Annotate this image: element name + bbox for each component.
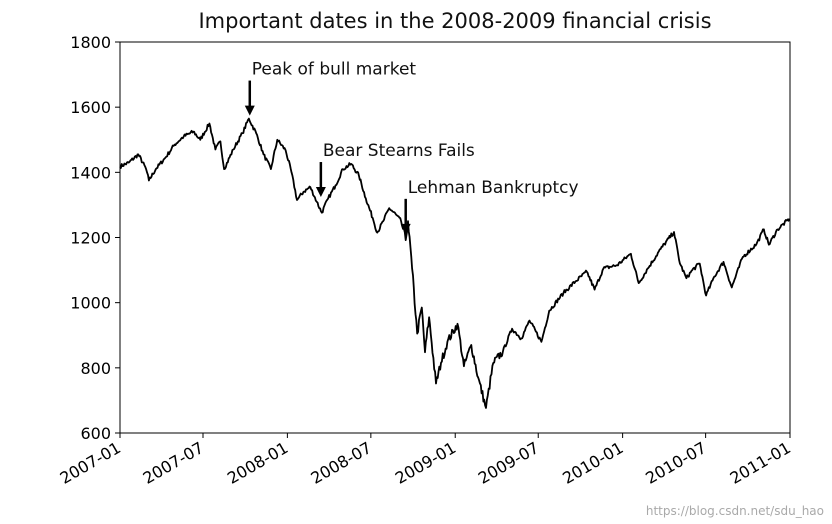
- watermark: https://blog.csdn.net/sdu_hao: [645, 504, 824, 518]
- price-series-line: [119, 117, 791, 409]
- x-tick-label: 2008-07: [307, 438, 374, 488]
- y-tick-label: 1000: [70, 294, 111, 313]
- x-tick-label: 2009-07: [475, 438, 542, 488]
- annotation-arrow-head: [244, 105, 255, 116]
- x-tick-label: 2011-01: [727, 438, 794, 488]
- y-tick-label: 800: [80, 359, 111, 378]
- y-tick-label: 1200: [70, 229, 111, 248]
- annotation-label: Peak of bull market: [252, 60, 417, 80]
- y-tick-label: 1600: [70, 98, 111, 117]
- x-tick-label: 2008-01: [224, 438, 291, 488]
- chart-title: Important dates in the 2008-2009 financi…: [198, 9, 711, 33]
- annotation-arrow-head: [400, 223, 411, 234]
- x-tick-label: 2009-01: [392, 438, 459, 488]
- x-tick-label: 2010-01: [559, 438, 626, 488]
- y-tick-label: 1800: [70, 33, 111, 52]
- y-tick-label: 1400: [70, 163, 111, 182]
- x-tick-label: 2007-07: [140, 438, 207, 488]
- annotation-label: Bear Stearns Fails: [323, 141, 475, 161]
- x-tick-label: 2007-01: [57, 438, 124, 488]
- plot-area: 600 800 1000 1200 1400 1600 1800 2007-01 2007-07…: [57, 33, 794, 488]
- x-tick-label: 2010-07: [642, 438, 709, 488]
- axes-frame: [119, 41, 791, 434]
- y-tick-label: 600: [80, 424, 111, 443]
- annotation-label: Lehman Bankruptcy: [408, 178, 579, 198]
- annotation-arrow-head: [315, 187, 326, 198]
